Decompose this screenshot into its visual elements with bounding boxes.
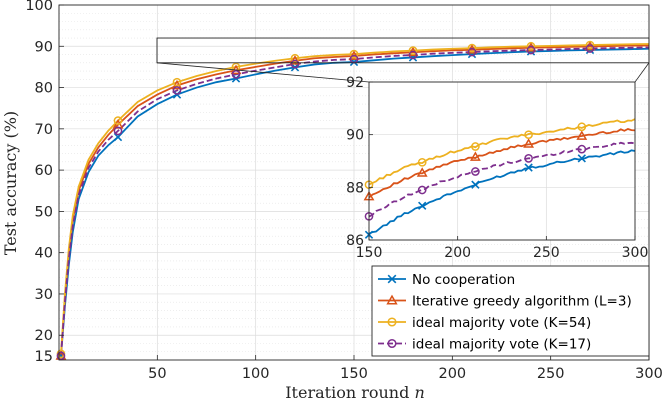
y-tick-label: 100: [25, 0, 53, 14]
inset-series-3-marker: [524, 130, 533, 140]
series-3-marker: [349, 49, 359, 59]
series-3-marker: [408, 46, 418, 55]
y-tick-label: 60: [35, 163, 53, 179]
inset-x-tick-label: 300: [622, 245, 649, 261]
x-tick-label: 150: [340, 366, 368, 382]
series-4-marker: [526, 45, 536, 55]
series-4-marker: [585, 44, 595, 53]
x-tick-label: 300: [635, 366, 663, 382]
inset-y-tick-label: 86: [346, 233, 364, 249]
series-4-marker: [408, 50, 418, 60]
y-tick-label: 80: [35, 81, 53, 97]
y-tick-label: 20: [35, 328, 53, 344]
y-axis-label: Test accuracy (%): [1, 111, 20, 255]
inset-series-3-marker: [417, 157, 427, 167]
inset-y-tick-label: 92: [346, 75, 364, 91]
zoom-connector: [156, 62, 370, 83]
x-axis-label: Iteration round n: [285, 383, 425, 402]
inset-x-tick-label: 200: [444, 245, 471, 261]
legend-entry-label: No cooperation: [412, 272, 515, 288]
series-3-marker: [113, 116, 123, 125]
y-tick-label: 90: [35, 39, 53, 55]
inset-series-4-marker: [577, 144, 587, 154]
inset-x-tick-label: 150: [356, 245, 383, 261]
y-tick-label: 15: [35, 349, 53, 365]
inset-series-4-marker: [417, 185, 427, 195]
series-4-marker: [467, 47, 477, 57]
inset-axes-frame: [368, 81, 636, 241]
series-4-marker: [172, 86, 182, 95]
inset-y-tick-label: 88: [346, 180, 364, 196]
zoom-region-box: [156, 37, 650, 64]
inset-series-1-marker: [577, 154, 586, 163]
series-3-marker: [585, 40, 595, 50]
legend: No cooperation Iterative greedy algorithm…: [371, 265, 650, 357]
inset-series-line-2: [368, 127, 636, 199]
inset-series-1-marker: [418, 201, 427, 210]
x-tick-label: 200: [438, 366, 466, 382]
inset-series-4-marker: [471, 167, 480, 176]
legend-marker: [387, 317, 397, 327]
series-3-marker: [290, 53, 300, 63]
legend-entry-label: ideal majority vote (K=54): [412, 315, 591, 331]
legend-entry-label: ideal majority vote (K=17): [412, 337, 591, 353]
inset-series-1-marker: [524, 163, 533, 172]
series-4-marker: [290, 59, 300, 69]
series-1-marker: [113, 132, 123, 142]
inset-background: [369, 82, 635, 240]
zoom-connector: [634, 62, 650, 83]
inset-series-4-marker: [524, 154, 533, 163]
inset-series-line-1: [368, 149, 636, 235]
legend-marker: [387, 274, 397, 284]
series-4-marker: [231, 69, 241, 79]
y-tick-label: 40: [35, 246, 53, 262]
legend-marker: [386, 294, 398, 305]
legend-box: [371, 265, 650, 357]
inset-series-2-marker: [576, 130, 588, 140]
y-tick-label: 30: [35, 287, 53, 303]
inset-x-tick-label: 250: [533, 245, 560, 261]
inset-series-1-marker: [471, 180, 480, 189]
inset-series-3-marker: [577, 122, 587, 132]
series-3-marker: [526, 41, 536, 51]
inset-series-2-marker: [469, 151, 481, 161]
inset-zoom-plot: 86 88 90 92 150 200 250 300: [346, 75, 648, 261]
x-tick-label: 100: [242, 366, 270, 382]
series-4-marker: [113, 126, 123, 136]
inset-y-tick-label: 90: [346, 128, 364, 144]
inset-series-2-marker: [416, 167, 428, 177]
inset-series-line-4: [368, 141, 636, 218]
inset-series-line-3: [368, 118, 636, 186]
legend-entry-label: Iterative greedy algorithm (L=3): [412, 294, 632, 310]
series-3-marker: [467, 43, 477, 53]
main-plot-area: 20 30 40 50 60 70 80 90 100 15 50 100 150 200 250 300: [25, 0, 663, 382]
y-tick-label: 50: [35, 204, 53, 220]
inset-series-3-marker: [471, 142, 480, 151]
x-tick-label: 250: [537, 366, 565, 382]
series-4-marker: [56, 351, 66, 361]
series-3-marker: [172, 77, 182, 87]
inset-series-2-marker: [523, 138, 535, 148]
x-tick-label: 50: [148, 366, 166, 382]
y-tick-label: 70: [35, 122, 53, 138]
legend-marker: [387, 338, 397, 349]
